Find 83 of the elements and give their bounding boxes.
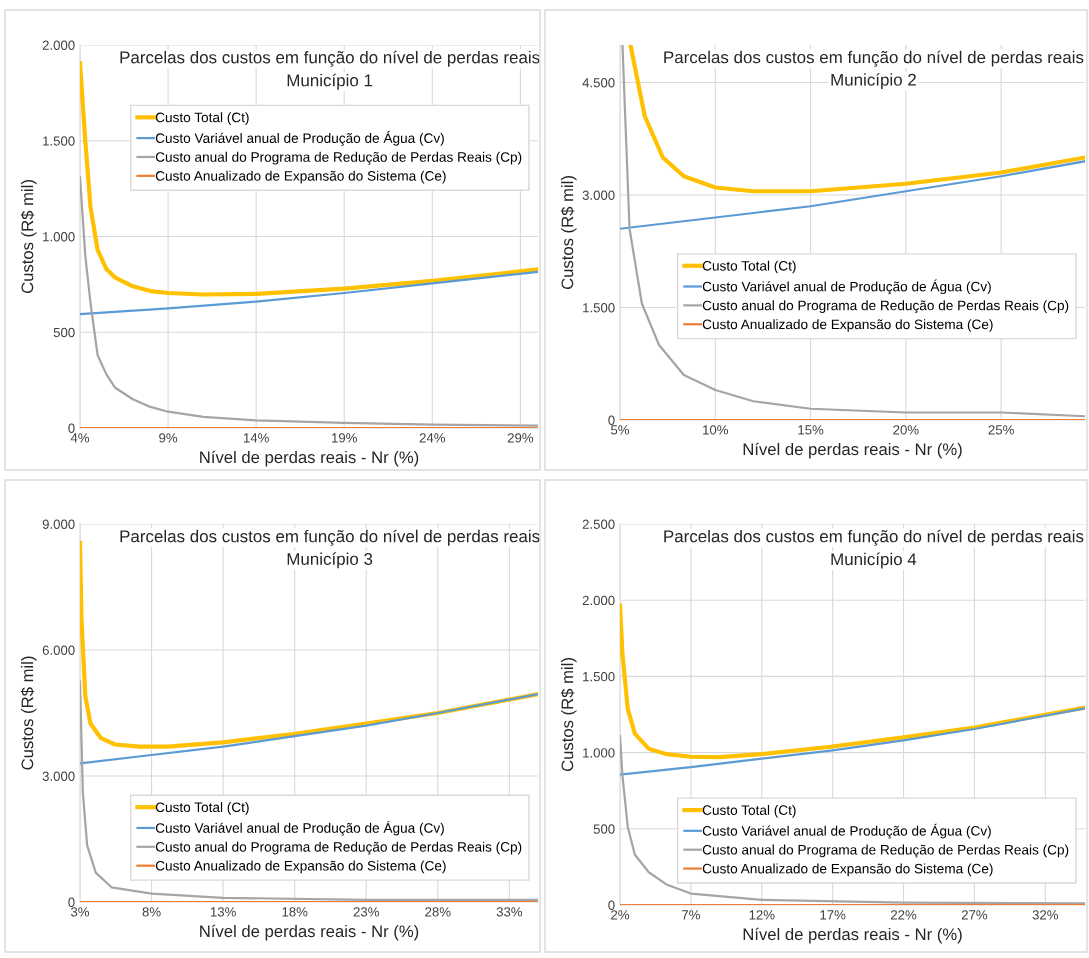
x-tick-label: 5% bbox=[610, 425, 630, 435]
x-tick-label: 15% bbox=[798, 425, 824, 435]
x-tick-label: 20% bbox=[893, 425, 919, 435]
x-tick-label: 23% bbox=[353, 907, 379, 917]
legend-label: Custo Variável anual de Produção de Água (Cv) bbox=[702, 823, 991, 839]
x-axis-title: Nível de perdas reais - Nr (%) bbox=[200, 924, 419, 941]
y-tick-label: 3.000 bbox=[582, 190, 615, 200]
line-series bbox=[628, 45, 1085, 194]
legend-label: Custo Anualizado de Expansão do Sistema (Ce) bbox=[702, 863, 993, 877]
y-tick-label: 0 bbox=[608, 900, 615, 910]
x-tick-label: 19% bbox=[332, 433, 357, 443]
y-tick-label: 1.000 bbox=[583, 748, 615, 758]
legend-label: Custo Anualizado de Expansão do Sistema (Ce) bbox=[702, 319, 993, 332]
x-tick-label: 28% bbox=[425, 907, 451, 917]
x-tick-label: 8% bbox=[142, 907, 161, 917]
x-axis-title: Nível de perdas reais - Nr (%) bbox=[743, 442, 962, 459]
y-tick-label: 1.000 bbox=[43, 232, 75, 242]
legend-label: Custo Anualizado de Expansão do Sistema (Ce) bbox=[155, 860, 446, 874]
legend-label: Custo anual do Programa de Redução de Perdas Reais (Cp) bbox=[155, 841, 522, 855]
text: Município 4 bbox=[831, 552, 917, 569]
y-tick-label: 6.000 bbox=[42, 645, 75, 655]
y-tick-label: 1.500 bbox=[583, 303, 615, 313]
line-series bbox=[80, 270, 538, 316]
y-tick-label: 9.000 bbox=[42, 519, 75, 529]
line-series bbox=[621, 45, 1085, 418]
x-tick-label: 24% bbox=[419, 433, 446, 443]
line-series bbox=[620, 160, 1085, 230]
line-series bbox=[80, 692, 538, 765]
legend-label: Custo Variável anual de Produção de Água (Cv) bbox=[155, 131, 444, 146]
chart-title: Parcelas dos custos em função do nível de perdas reais bbox=[664, 50, 1084, 67]
x-tick-label: 9% bbox=[159, 433, 178, 443]
x-axis-title: Nível de perdas reais - Nr (%) bbox=[743, 927, 962, 944]
legend-label: Custo anual do Programa de Redução de Perdas Reais (Cp) bbox=[702, 300, 1069, 314]
y-tick-label: 3.000 bbox=[42, 771, 75, 781]
legend-label: Custo Total (Ct) bbox=[702, 804, 796, 818]
x-tick-label: 17% bbox=[820, 910, 846, 920]
x-tick-label: 22% bbox=[891, 910, 917, 920]
chart-title: Parcelas dos custos em função do nível de perdas reais bbox=[120, 50, 540, 67]
y-tick-label: 1.500 bbox=[583, 671, 615, 682]
x-tick-label: 7% bbox=[682, 910, 700, 920]
legend-label: Custo Variável anual de Produção de Água (Cv) bbox=[702, 279, 991, 295]
legend-label: Custo Total (Ct) bbox=[155, 802, 249, 815]
x-tick-label: 10% bbox=[703, 425, 729, 435]
x-tick-label: 3% bbox=[70, 907, 90, 917]
text: Município 3 bbox=[287, 552, 373, 569]
x-axis-title: Nível de perdas reais - Nr (%) bbox=[200, 450, 419, 467]
x-tick-label: 12% bbox=[749, 910, 775, 920]
chart-title: Parcelas dos custos em função do nível de perdas reais bbox=[664, 529, 1084, 546]
y-tick-label: 2.000 bbox=[582, 595, 615, 606]
x-tick-label: 29% bbox=[507, 433, 534, 443]
legend-label: Custo anual do Programa de Redução de Perdas Reais (Cp) bbox=[155, 151, 522, 165]
y-tick-label: 0 bbox=[68, 897, 75, 907]
line-series bbox=[620, 707, 1085, 776]
y-tick-label: 1.500 bbox=[43, 136, 75, 146]
x-tick-label: 14% bbox=[243, 433, 269, 443]
y-axis-title: Custos (R$ mil) bbox=[20, 656, 37, 770]
y-axis-title: Custos (R$ mil) bbox=[20, 180, 37, 294]
x-tick-label: 18% bbox=[282, 907, 308, 917]
text: Município 1 bbox=[287, 73, 373, 90]
chart-title: Parcelas dos custos em função do nível de perdas reais bbox=[120, 529, 540, 546]
legend-label: Custo anual do Programa de Redução de Perdas Reais (Cp) bbox=[702, 844, 1069, 858]
y-axis-title: Custos (R$ mil) bbox=[560, 658, 577, 772]
legend-label: Custo Total (Ct) bbox=[155, 112, 249, 125]
line-series bbox=[620, 603, 1085, 760]
x-tick-label: 27% bbox=[961, 910, 988, 920]
x-tick-label: 4% bbox=[70, 433, 90, 443]
legend-label: Custo Variável anual de Produção de Água (Cv) bbox=[155, 820, 444, 836]
y-axis-title: Custos (R$ mil) bbox=[560, 176, 577, 290]
x-tick-label: 33% bbox=[496, 907, 523, 917]
y-tick-label: 500 bbox=[593, 824, 615, 834]
x-tick-label: 2% bbox=[611, 910, 630, 920]
text: Município 2 bbox=[831, 73, 916, 90]
y-tick-label: 2.500 bbox=[582, 519, 615, 529]
legend-label: Custo Anualizado de Expansão do Sistema (Ce) bbox=[155, 170, 446, 184]
x-tick-label: 32% bbox=[1032, 910, 1059, 920]
y-tick-label: 2.000 bbox=[42, 40, 75, 50]
x-tick-label: 25% bbox=[988, 425, 1014, 435]
y-tick-label: 0 bbox=[608, 415, 615, 425]
x-tick-label: 13% bbox=[210, 907, 236, 917]
y-tick-label: 500 bbox=[53, 327, 75, 338]
y-tick-label: 4.500 bbox=[582, 78, 615, 88]
y-tick-label: 0 bbox=[68, 423, 75, 433]
legend-label: Custo Total (Ct) bbox=[702, 260, 796, 274]
